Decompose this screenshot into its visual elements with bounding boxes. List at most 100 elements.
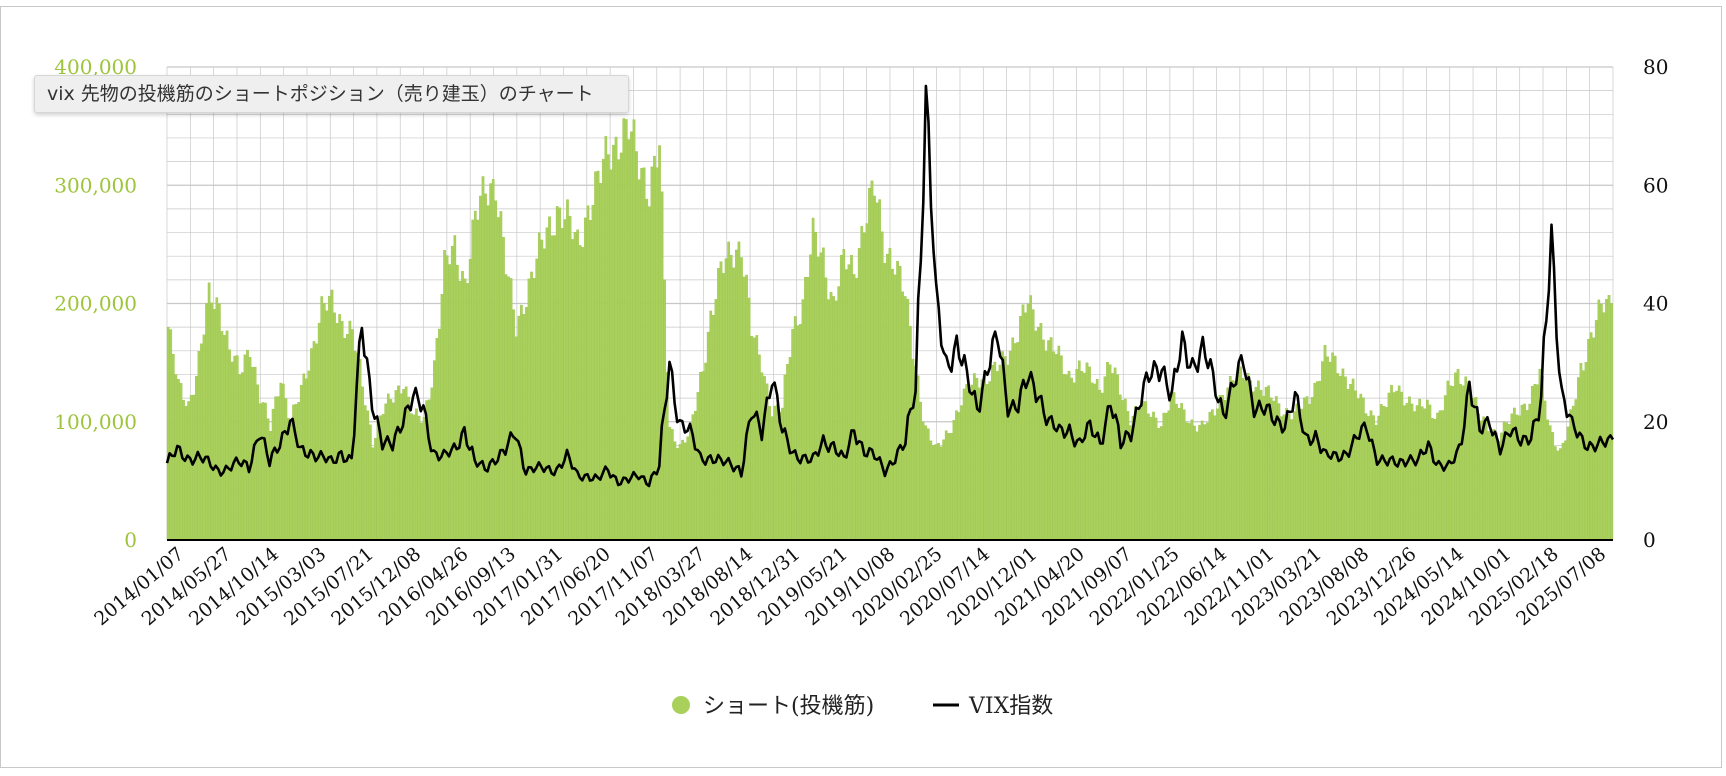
short-bar — [1469, 397, 1473, 541]
short-bar — [921, 421, 925, 541]
short-bar — [786, 363, 789, 541]
short-bar — [496, 217, 500, 541]
chart-legend: ショート(投機筋) VIX指数 — [672, 694, 1053, 719]
short-bar — [993, 361, 997, 541]
short-bar — [1141, 400, 1145, 541]
short-bar — [1331, 352, 1334, 541]
short-bar — [847, 264, 851, 541]
short-bar — [809, 254, 812, 541]
short-bar — [829, 291, 833, 541]
short-bar — [525, 307, 528, 541]
short-bar — [1594, 320, 1598, 541]
short-bar — [1564, 440, 1567, 541]
short-bar — [837, 286, 841, 541]
short-bar — [1582, 370, 1585, 541]
short-bar — [499, 211, 503, 541]
y-right-tick-label: 80 — [1643, 55, 1668, 79]
short-bar — [420, 422, 423, 541]
short-bar — [937, 443, 940, 541]
short-bar — [279, 382, 283, 541]
short-bar — [1231, 380, 1235, 541]
short-bar — [1408, 396, 1411, 541]
short-bar — [727, 241, 730, 541]
short-bar — [422, 416, 426, 541]
short-bar — [228, 349, 231, 541]
short-bar — [450, 245, 454, 541]
short-bar — [814, 231, 818, 541]
short-bar — [1290, 419, 1294, 541]
short-bar — [253, 366, 257, 541]
short-bar — [1369, 410, 1373, 541]
short-bar — [1420, 406, 1424, 541]
short-bar — [949, 433, 953, 541]
short-bar — [798, 324, 802, 541]
short-bar — [166, 326, 170, 541]
short-bar — [305, 378, 308, 541]
short-bar — [282, 383, 285, 541]
short-bar — [1385, 407, 1388, 541]
short-bar — [1129, 425, 1132, 541]
short-bar — [563, 219, 567, 541]
short-bar — [1472, 397, 1475, 541]
short-bar — [223, 335, 226, 541]
short-bar — [174, 374, 178, 541]
short-bar — [458, 280, 462, 541]
short-bar — [671, 429, 674, 541]
short-bar — [578, 245, 582, 541]
legend-item-vix[interactable]: VIX指数 — [933, 694, 1053, 719]
short-bar — [1188, 423, 1191, 541]
short-bar — [1195, 431, 1199, 541]
short-bar — [944, 430, 948, 541]
short-bar — [530, 271, 533, 541]
short-bar — [274, 396, 277, 541]
short-bar — [865, 223, 869, 541]
short-bar — [468, 259, 472, 541]
short-bar — [596, 170, 600, 541]
short-bar — [804, 277, 807, 541]
short-bar — [645, 198, 649, 541]
short-bar — [1305, 396, 1309, 541]
short-bar — [1218, 395, 1222, 541]
short-bar — [1100, 392, 1104, 541]
short-bar — [655, 167, 659, 541]
short-bar — [742, 276, 746, 541]
short-bar — [998, 364, 1002, 541]
short-bar — [842, 249, 846, 541]
short-bar — [1190, 419, 1194, 541]
short-bar — [1011, 337, 1015, 541]
short-bar — [819, 252, 823, 541]
short-bar — [983, 374, 986, 541]
y-right-tick-label: 0 — [1643, 528, 1656, 552]
short-bar — [1026, 303, 1030, 541]
short-bar — [1333, 355, 1337, 541]
short-bar — [1587, 338, 1590, 541]
short-bar — [1374, 424, 1378, 541]
short-bar — [466, 283, 469, 541]
short-bar — [1088, 366, 1091, 541]
short-bar — [361, 386, 365, 541]
short-bar — [1303, 397, 1306, 541]
short-bar — [1589, 332, 1593, 541]
short-bar — [384, 403, 388, 541]
short-bar — [1318, 380, 1322, 541]
short-bar — [553, 235, 556, 541]
short-bar — [1116, 374, 1120, 541]
short-bar — [1559, 448, 1562, 541]
short-bar — [1147, 413, 1150, 541]
short-bar — [448, 264, 452, 541]
short-bar — [704, 362, 707, 541]
short-bar — [929, 440, 933, 541]
short-bar — [988, 381, 992, 541]
short-bar — [1203, 424, 1207, 541]
legend-item-short[interactable]: ショート(投機筋) — [672, 694, 874, 719]
short-bar — [688, 422, 692, 541]
short-bar — [548, 216, 551, 541]
short-bar — [1579, 363, 1583, 541]
short-bar — [184, 405, 188, 541]
short-bar — [381, 414, 385, 541]
short-bar — [824, 277, 828, 541]
short-bar — [768, 406, 771, 541]
short-bar — [177, 379, 180, 541]
short-bar — [714, 299, 718, 541]
short-bar — [1525, 410, 1529, 541]
